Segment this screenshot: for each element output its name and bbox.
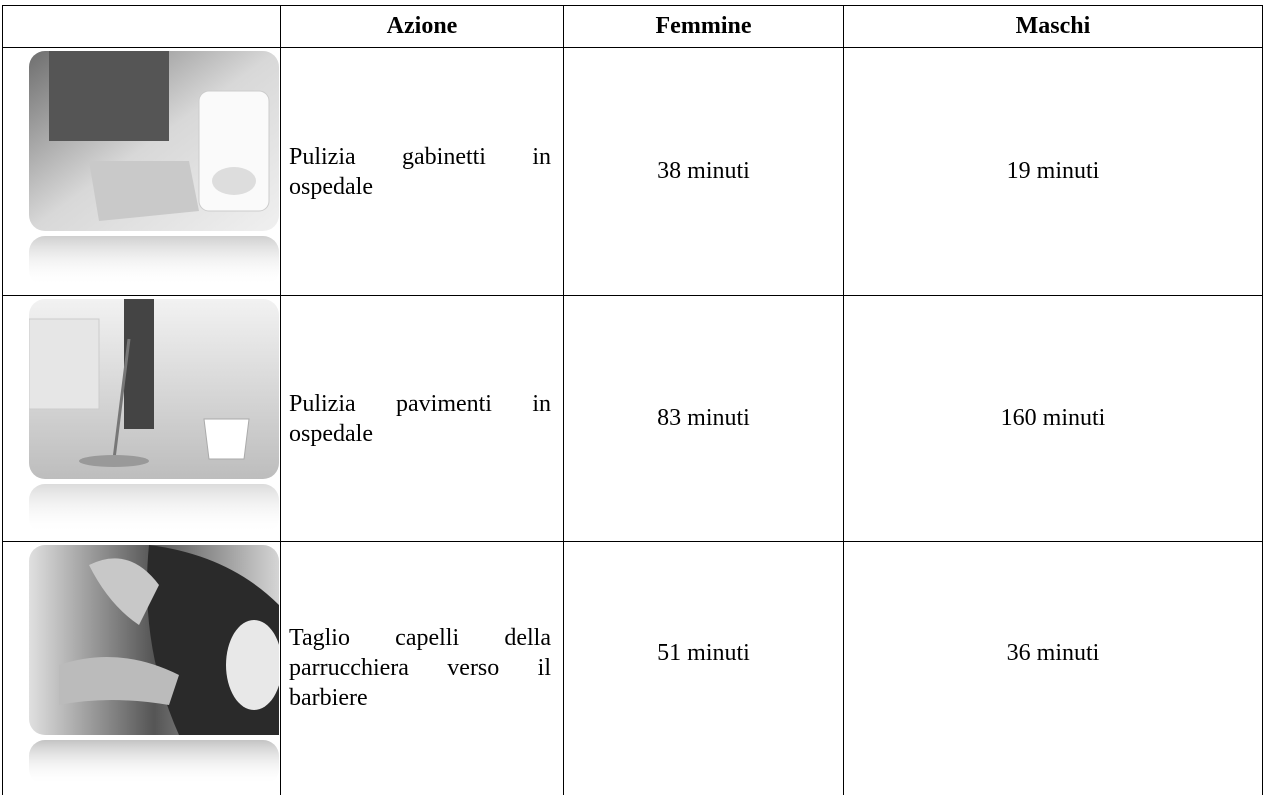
data-table: Azione Femmine Maschi Pulizia gabinetti …: [2, 5, 1263, 795]
header-cell: Azione: [280, 5, 564, 48]
row: Pulizia gabinetti in ospedale 38 minuti …: [2, 47, 1263, 296]
photo: [29, 51, 279, 286]
row: Pulizia pavimenti in ospedale 83 minuti …: [2, 295, 1263, 542]
image-cell: [2, 541, 281, 795]
female-cell: 51 minuti: [563, 541, 844, 795]
header-cell: Femmine: [563, 5, 844, 48]
header-cell: Maschi: [843, 5, 1263, 48]
female-cell: 83 minuti: [563, 295, 844, 542]
male-cell: 160 minuti: [843, 295, 1263, 542]
male-cell: 36 minuti: [843, 541, 1263, 795]
female-cell: 38 minuti: [563, 47, 844, 296]
action-cell: Pulizia pavimenti in ospedale: [280, 295, 564, 542]
photo: [29, 299, 279, 534]
action-cell: Pulizia gabinetti in ospedale: [280, 47, 564, 296]
male-cell: 19 minuti: [843, 47, 1263, 296]
image-cell: [2, 47, 281, 296]
action-cell: Taglio capelli della parrucchiera verso …: [280, 541, 564, 795]
header-row: Azione Femmine Maschi: [2, 5, 1263, 48]
image-cell: [2, 295, 281, 542]
header-cell: [2, 5, 281, 48]
row: Taglio capelli della parrucchiera verso …: [2, 541, 1263, 795]
photo: [29, 545, 279, 785]
